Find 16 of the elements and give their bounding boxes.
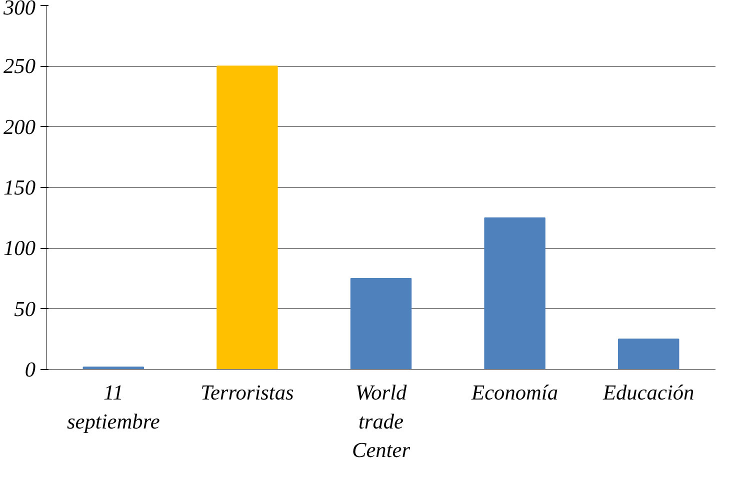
y-tick-label: 300 <box>2 0 36 20</box>
y-tick-label: 250 <box>4 54 36 78</box>
bar <box>350 278 412 370</box>
y-tick-label: 0 <box>24 358 36 382</box>
x-tick-label: World trade Center <box>352 380 411 462</box>
y-tick-label: 150 <box>4 176 36 200</box>
y-tick-label: 200 <box>4 114 36 139</box>
x-tick-label: Terroristas <box>200 380 294 404</box>
x-tick-label: Economía <box>470 380 558 404</box>
x-tick-label: 11 septiembre <box>67 380 160 434</box>
bar <box>484 217 546 370</box>
bar <box>216 66 278 370</box>
y-tick-label: 50 <box>14 296 36 321</box>
y-tick-label: 100 <box>4 236 36 260</box>
x-tick-label: Educación <box>602 380 694 404</box>
bar <box>618 338 680 370</box>
